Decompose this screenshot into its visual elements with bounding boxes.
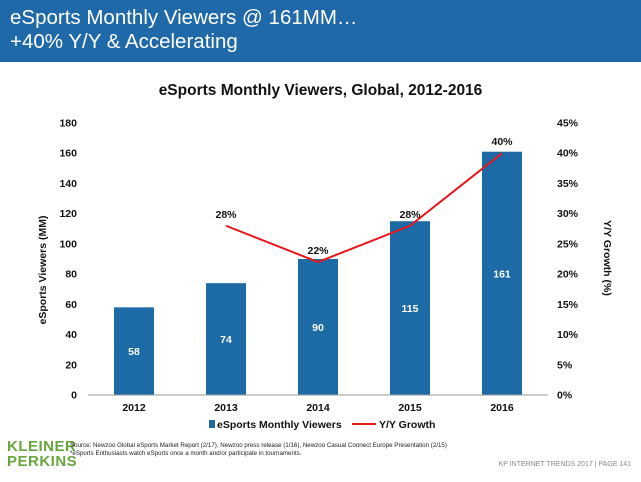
legend-bar-label: eSports Monthly Viewers xyxy=(217,419,342,431)
bar-series: 58 74 90 115 161 xyxy=(114,151,522,395)
left-tick-label: 20 xyxy=(65,359,77,371)
left-tick-label: 120 xyxy=(59,208,77,220)
bar-2013 xyxy=(206,283,246,395)
right-tick-label: 25% xyxy=(557,238,579,250)
source-line-2: *eSports Enthusiasts watch eSports once … xyxy=(70,449,302,457)
bar-2012 xyxy=(114,307,154,395)
x-tick-label: 2014 xyxy=(306,402,330,414)
right-tick-label: 40% xyxy=(557,148,579,160)
bar-data-label: 74 xyxy=(220,334,232,346)
legend-line-label: Y/Y Growth xyxy=(379,419,435,431)
right-axis-label: Y/Y Growth (%) xyxy=(601,220,613,296)
x-tick-label: 2013 xyxy=(214,402,238,414)
page-footer: KP INTERNET TRENDS 2017 | PAGE 141 xyxy=(498,461,631,468)
legend-bar-swatch xyxy=(209,420,215,428)
left-tick-label: 40 xyxy=(65,329,77,341)
slide-title-line-1: eSports Monthly Viewers @ 161MM… xyxy=(10,6,358,29)
yy-growth-line xyxy=(225,152,503,264)
left-tick-label: 100 xyxy=(59,238,77,250)
bar-2016 xyxy=(482,151,522,395)
line-series: 28% 22% 28% 40% xyxy=(215,136,513,264)
x-tick-label: 2015 xyxy=(398,402,422,414)
right-tick-label: 5% xyxy=(557,359,573,371)
logo-line-1: KLEINER xyxy=(7,438,77,455)
slide-header: eSports Monthly Viewers @ 161MM… +40% Y/… xyxy=(0,0,641,62)
line-data-label: 40% xyxy=(491,136,513,148)
kleiner-perkins-logo: KLEINER PERKINS xyxy=(7,439,77,469)
left-tick-label: 180 xyxy=(59,118,77,130)
slide-title-line-2: +40% Y/Y & Accelerating xyxy=(10,30,238,53)
chart-legend: eSports Monthly Viewers Y/Y Growth xyxy=(209,419,435,431)
logo-line-2: PERKINS xyxy=(7,453,78,470)
left-tick-label: 60 xyxy=(65,299,77,311)
chart-title: eSports Monthly Viewers, Global, 2012-20… xyxy=(158,82,483,99)
x-axis: 2012 2013 2014 2015 2016 xyxy=(88,394,548,414)
right-tick-label: 45% xyxy=(557,118,579,130)
bar-data-label: 58 xyxy=(128,346,140,358)
right-tick-label: 15% xyxy=(557,299,579,311)
x-tick-label: 2016 xyxy=(490,402,514,414)
line-data-label: 28% xyxy=(215,209,237,221)
left-tick-label: 160 xyxy=(59,148,77,160)
bar-2014 xyxy=(298,259,338,395)
left-tick-label: 0 xyxy=(71,390,77,402)
right-tick-label: 10% xyxy=(557,329,579,341)
bar-data-label: 115 xyxy=(402,303,419,315)
source-note: Source: Newzoo Global eSports Market Rep… xyxy=(70,442,447,457)
bar-2015 xyxy=(390,221,430,395)
left-axis-label: eSports Viewers (MM) xyxy=(37,216,49,325)
left-tick-label: 80 xyxy=(65,269,77,281)
right-tick-label: 30% xyxy=(557,208,579,220)
right-tick-label: 35% xyxy=(557,178,579,190)
left-y-axis: 0 20 40 60 80 100 120 140 160 180 xyxy=(59,118,77,402)
bar-data-label: 161 xyxy=(493,268,511,280)
source-line-1: Source: Newzoo Global eSports Market Rep… xyxy=(70,442,447,449)
right-y-axis: 0% 5% 10% 15% 20% 25% 30% 35% 40% 45% xyxy=(557,118,579,402)
right-tick-label: 20% xyxy=(557,269,579,281)
x-tick-label: 2012 xyxy=(122,402,146,414)
right-tick-label: 0% xyxy=(557,390,573,402)
line-data-label: 22% xyxy=(307,245,329,257)
left-tick-label: 140 xyxy=(59,178,77,190)
bar-data-label: 90 xyxy=(312,322,324,334)
line-data-label: 28% xyxy=(399,209,421,221)
